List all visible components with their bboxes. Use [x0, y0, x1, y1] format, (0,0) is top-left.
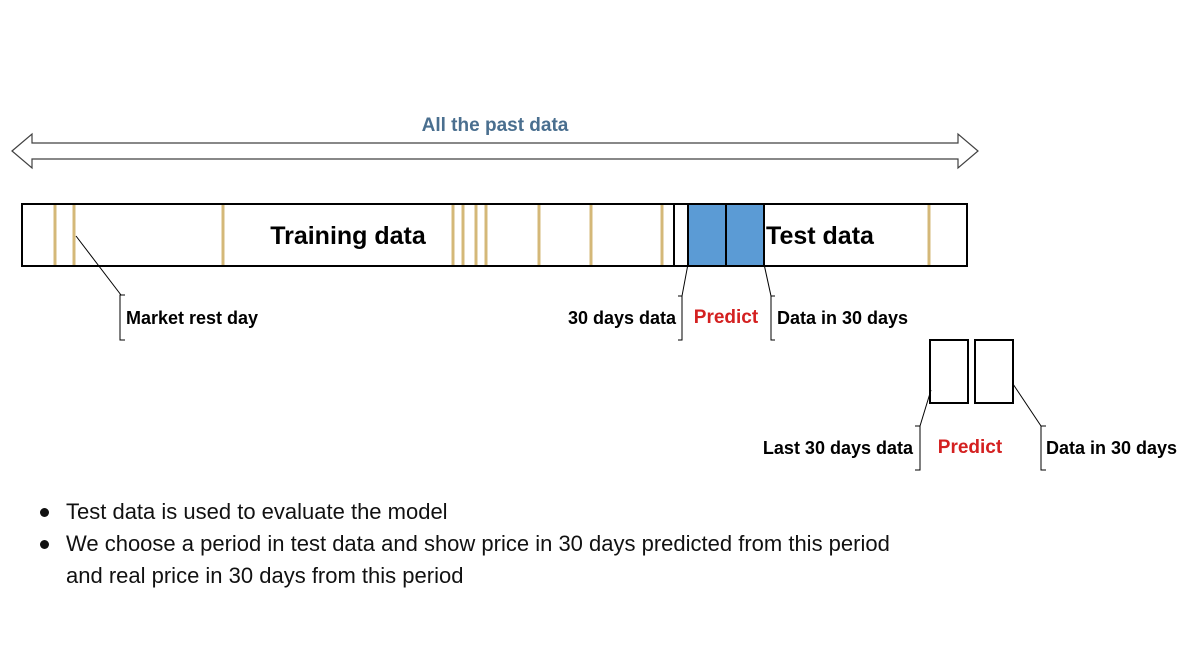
thirty-days-data-label: 30 days data: [568, 308, 677, 328]
data-in-30-days-label-bottom: Data in 30 days: [1046, 438, 1177, 458]
data-in-30-days-label-top: Data in 30 days: [777, 308, 908, 328]
bottom-callout-brackets: [915, 383, 1046, 471]
note-text: Test data is used to evaluate the model: [66, 499, 448, 524]
input-window: [687, 203, 727, 267]
last-window: [929, 339, 969, 404]
last-30-days-data-label: Last 30 days data: [763, 438, 914, 458]
all-past-data-label: All the past data: [422, 115, 569, 136]
market-rest-day-label: Market rest day: [126, 308, 258, 328]
top-callout-brackets: [678, 263, 775, 341]
test-data-label: Test data: [766, 222, 875, 250]
target-window: [725, 203, 765, 267]
predict-label-bottom: Predict: [938, 437, 1003, 458]
dataset-bar: [21, 203, 968, 267]
future-window: [974, 339, 1014, 404]
note-text: We choose a period in test data and show…: [66, 531, 890, 588]
training-data-label: Training data: [270, 222, 427, 250]
all-past-data-arrow: [11, 132, 979, 170]
notes-list: Test data is used to evaluate the model …: [32, 496, 932, 592]
bullet-icon: [40, 508, 49, 517]
market-rest-day-lines: [53, 205, 931, 265]
bullet-icon: [40, 540, 49, 549]
predict-label-top: Predict: [694, 307, 759, 328]
note-item: We choose a period in test data and show…: [32, 528, 932, 592]
market-rest-day-callout: [75, 235, 125, 341]
note-item: Test data is used to evaluate the model: [32, 496, 932, 528]
